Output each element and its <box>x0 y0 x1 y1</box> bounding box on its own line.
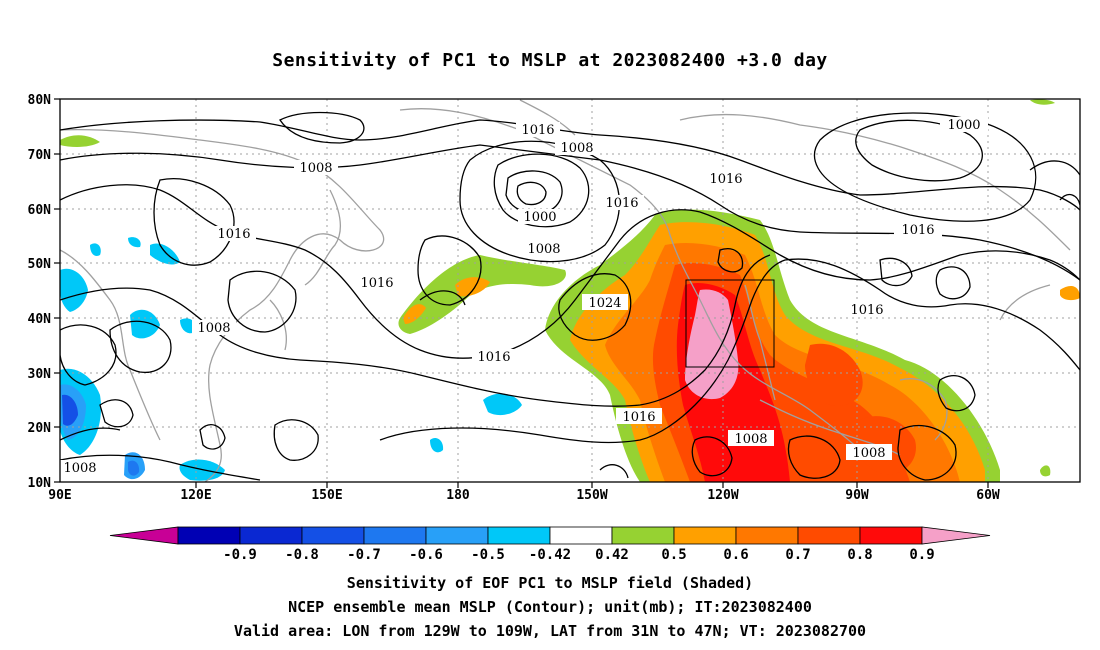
contour-label: 1016 <box>845 302 889 318</box>
caption-line-2: NCEP ensemble mean MSLP (Contour); unit(… <box>288 598 812 616</box>
contour-label-text: 1008 <box>734 432 767 447</box>
colorbar-swatch <box>735 526 799 545</box>
contour-label: 1016 <box>600 195 644 211</box>
lat-tick-label: 50N <box>28 257 52 272</box>
contour-label-text: 1008 <box>560 141 593 156</box>
contour-label-text: 1016 <box>850 303 883 318</box>
contour-label: 1000 <box>518 209 562 225</box>
contour-label: 1008 <box>60 460 104 476</box>
colorbar-end-left <box>109 526 179 545</box>
lat-tick-label: 40N <box>28 312 52 327</box>
contour-label: 1024 <box>582 294 628 311</box>
contour-label: 1016 <box>212 226 256 242</box>
map-title: Sensitivity of PC1 to MSLP at 2023082400… <box>272 50 828 71</box>
colorbar-labels: -0.9 -0.8 -0.7 -0.6 -0.5 -0.42 0.42 0.5 0.6 0.7 0.… <box>223 547 935 563</box>
contour-label-text: 1000 <box>947 118 980 133</box>
caption-line-3: Valid area: LON from 129W to 109W, LAT f… <box>233 622 867 640</box>
colorbar-label: 0.5 <box>661 547 686 563</box>
valid-area-box <box>685 279 775 368</box>
lon-tick-label: 150W <box>576 488 607 503</box>
colorbar-swatch <box>859 526 923 545</box>
colorbar-swatch <box>363 526 427 545</box>
contour-label-text: 1000 <box>523 210 556 225</box>
colorbar-swatch <box>301 526 365 545</box>
colorbar-label: -0.6 <box>409 547 443 563</box>
lon-tick-label: 60W <box>976 488 1000 503</box>
contour-label-text: 1016 <box>605 196 638 211</box>
contour-label: 1008 <box>522 241 566 257</box>
contour-label-text: 1008 <box>197 321 230 336</box>
contour-label-text: 1008 <box>63 461 96 476</box>
axis-ticks <box>54 98 989 488</box>
contour-label: 1016 <box>616 408 662 425</box>
colorbar-label: 0.9 <box>909 547 934 563</box>
contour-label-text: 1016 <box>477 350 510 365</box>
colorbar-swatch <box>673 526 737 545</box>
contour-label: 1008 <box>728 430 774 447</box>
colorbar-swatch <box>611 526 675 545</box>
colorbar-swatch <box>239 526 303 545</box>
colorbar-label: -0.5 <box>471 547 505 563</box>
contour-label: 1008 <box>294 160 338 176</box>
colorbar-swatch <box>797 526 861 545</box>
contour-label: 1000 <box>940 117 988 133</box>
contour-label: 1016 <box>894 222 942 238</box>
colorbar-label: -0.42 <box>529 547 571 563</box>
longitude-labels: 90E 120E 150E 180 150W 120W 90W 60W <box>48 488 1000 503</box>
lat-tick-label: 60N <box>28 203 52 218</box>
contour-labels: 1016 1008 1000 1016 1008 1016 1016 1000 … <box>60 117 988 476</box>
lon-tick-label: 90W <box>845 488 869 503</box>
lon-tick-label: 90E <box>48 488 71 503</box>
colorbar <box>109 526 991 545</box>
contour-label-text: 1008 <box>527 242 560 257</box>
contour-label: 1016 <box>472 349 516 365</box>
colorbar-label: -0.9 <box>223 547 257 563</box>
contour-label-text: 1016 <box>360 276 393 291</box>
lon-tick-label: 120W <box>707 488 738 503</box>
contour-label-text: 1016 <box>901 223 934 238</box>
lat-tick-label: 10N <box>28 476 52 491</box>
colorbar-label: -0.7 <box>347 547 381 563</box>
colorbar-label: 0.42 <box>595 547 629 563</box>
colorbar-end-right <box>921 526 991 545</box>
caption-line-1: Sensitivity of EOF PC1 to MSLP field (Sh… <box>346 574 754 592</box>
lat-tick-label: 30N <box>28 367 52 382</box>
colorbar-swatch <box>177 526 241 545</box>
mslp-contours <box>60 111 1080 481</box>
contour-label-text: 1016 <box>622 410 655 425</box>
colorbar-swatch <box>425 526 489 545</box>
latitude-labels: 80N 70N 60N 50N 40N 30N 20N 10N <box>28 93 52 491</box>
contour-label: 1008 <box>192 320 236 336</box>
contour-label: 1016 <box>704 171 748 187</box>
lon-tick-label: 120E <box>180 488 211 503</box>
lon-tick-label: 180 <box>446 488 470 503</box>
contour-label: 1016 <box>355 275 399 291</box>
lat-tick-label: 80N <box>28 93 52 108</box>
lat-tick-label: 20N <box>28 421 52 436</box>
lat-tick-label: 70N <box>28 148 52 163</box>
contour-label-text: 1016 <box>709 172 742 187</box>
contour-label: 1016 <box>516 122 560 138</box>
contour-label: 1008 <box>846 444 892 461</box>
lon-tick-label: 150E <box>311 488 342 503</box>
colorbar-label: 0.7 <box>785 547 810 563</box>
colorbar-label: 0.8 <box>847 547 872 563</box>
colorbar-label: -0.8 <box>285 547 319 563</box>
contour-label-text: 1008 <box>299 161 332 176</box>
colorbar-swatch <box>549 526 613 545</box>
colorbar-swatch <box>487 526 551 545</box>
colorbar-label: 0.6 <box>723 547 748 563</box>
contour-label-text: 1016 <box>217 227 250 242</box>
contour-label-text: 1016 <box>521 123 554 138</box>
map-frame <box>59 98 1081 483</box>
contour-label-text: 1024 <box>588 296 621 311</box>
contour-label: 1008 <box>555 140 599 156</box>
contour-label-text: 1008 <box>852 446 885 461</box>
